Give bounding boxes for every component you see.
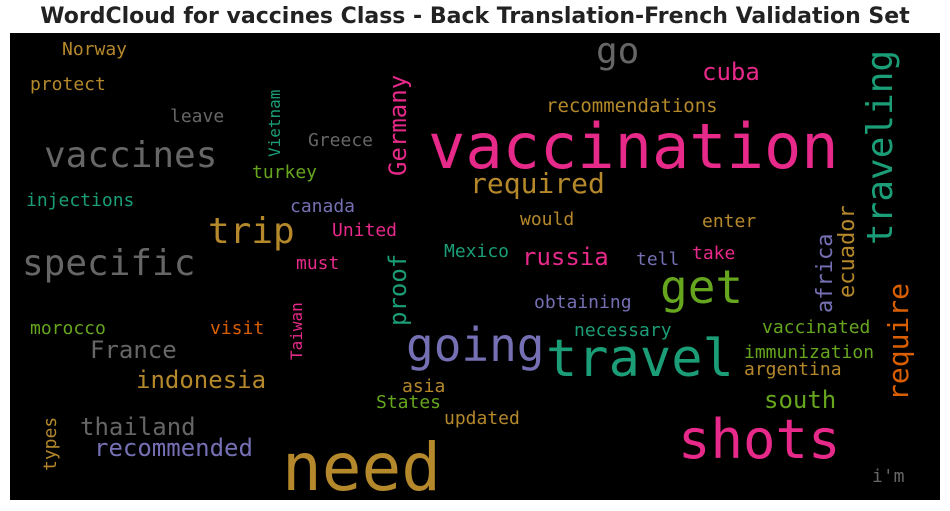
word-argentina: argentina <box>744 359 842 380</box>
word-must: must <box>296 253 339 274</box>
word-required: required <box>470 167 605 200</box>
word-proof: proof <box>384 254 412 326</box>
word-canada: canada <box>290 196 355 217</box>
word-vaccinated: vaccinated <box>762 317 870 338</box>
word-france: France <box>90 336 177 364</box>
word-updated: updated <box>444 408 520 429</box>
word-immunization: immunization <box>744 342 874 363</box>
word-thailand: thailand <box>80 413 196 441</box>
word-norway: Norway <box>62 39 127 60</box>
word-turkey: turkey <box>252 162 317 183</box>
word-take: take <box>692 243 735 264</box>
word-mexico: Mexico <box>444 241 509 262</box>
chart-title: WordCloud for vaccines Class - Back Tran… <box>40 4 910 29</box>
word-need: need <box>282 429 441 500</box>
word-traveling: traveling <box>860 50 901 245</box>
word-taiwan: Taiwan <box>287 302 306 360</box>
word-vietnam: Vietnam <box>265 90 284 157</box>
word-germany: Germany <box>384 75 412 176</box>
word-south: south <box>764 386 836 414</box>
word-recommended: recommended <box>94 434 253 462</box>
word-obtaining: obtaining <box>534 292 632 313</box>
word-leave: leave <box>170 106 224 127</box>
word-cuba: cuba <box>702 58 760 86</box>
word-i-m: i'm <box>872 466 905 487</box>
word-specific: specific <box>22 243 195 284</box>
word-states: States <box>376 392 441 413</box>
word-going: going <box>406 318 544 372</box>
word-would: would <box>520 209 574 230</box>
word-united: United <box>332 220 397 241</box>
word-indonesia: indonesia <box>136 366 266 394</box>
word-types: types <box>40 417 61 471</box>
word-travel: travel <box>546 329 734 389</box>
word-require: require <box>882 283 915 401</box>
word-greece: Greece <box>308 130 373 151</box>
word-necessary: necessary <box>574 320 672 341</box>
word-africa: africa <box>813 234 838 313</box>
wordcloud-canvas: need vaccination shots travel going get travel… <box>10 33 940 500</box>
word-get: get <box>660 260 743 314</box>
word-vaccination: vaccination <box>428 110 839 183</box>
word-recommendations: recommendations <box>546 95 718 117</box>
word-asia: asia <box>402 376 445 397</box>
word-tell: tell <box>636 249 679 270</box>
word-injections: injections <box>26 190 134 211</box>
word-go: go <box>596 33 639 72</box>
word-protect: protect <box>30 74 106 95</box>
word-morocco: morocco <box>30 318 106 339</box>
word-enter: enter <box>702 211 756 232</box>
word-trip: trip <box>208 211 295 252</box>
word-russia: russia <box>522 243 609 271</box>
word-vaccines: vaccines <box>44 135 217 176</box>
word-ecuador: ecuador <box>835 205 860 298</box>
word-visit: visit <box>210 318 264 339</box>
word-shots: shots <box>678 408 841 471</box>
